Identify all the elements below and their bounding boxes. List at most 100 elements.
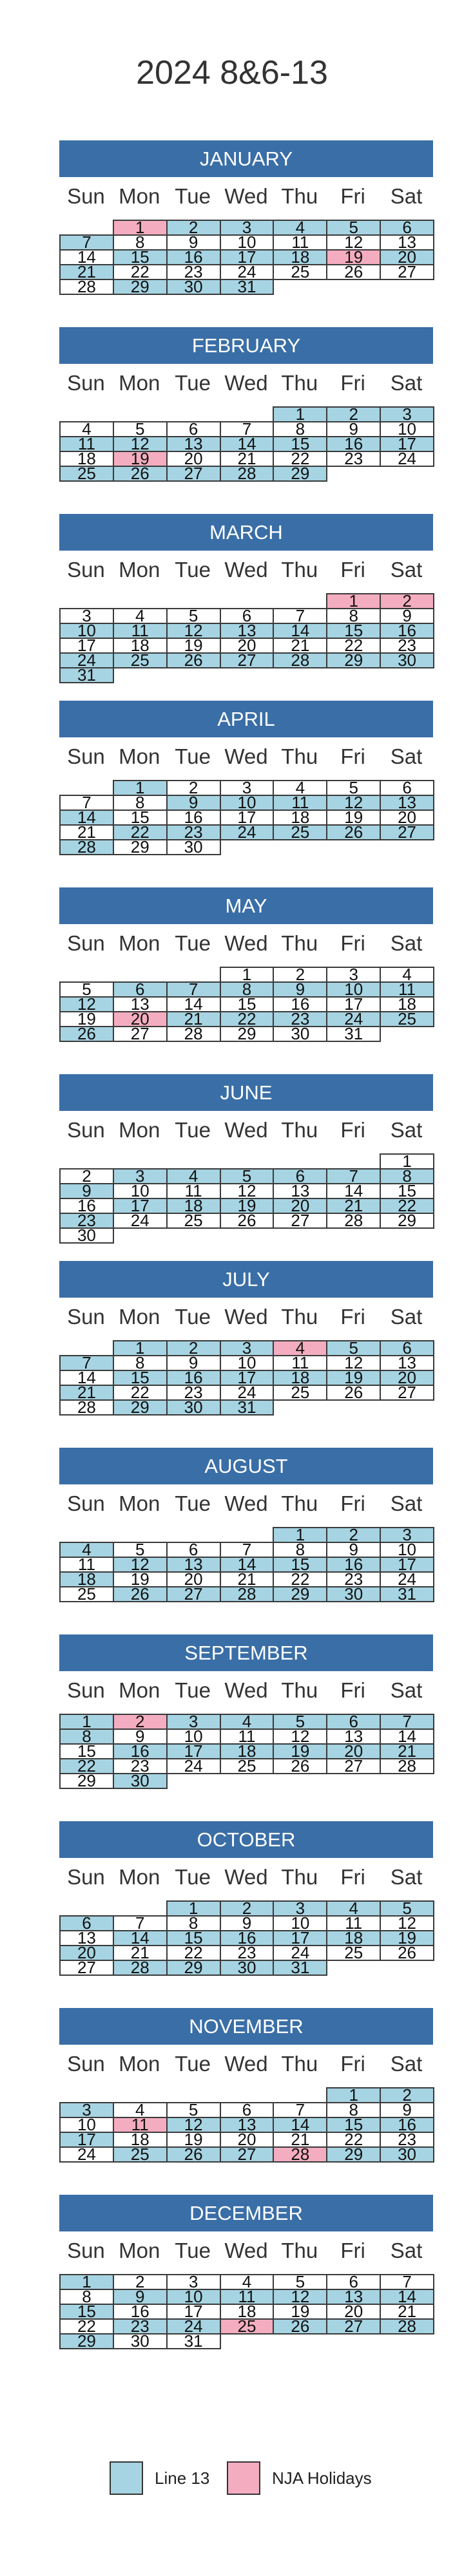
day-cell: 24 [219,1384,275,1401]
weekday-label: Sat [390,744,423,768]
weekday-label: Thu [281,1492,318,1515]
day-cell: 30 [166,278,221,295]
weekday-label: Tue [175,1678,211,1702]
weekday-label: Wed [224,2052,268,2076]
day-cell: 23 [326,450,382,467]
day-cell: 20 [219,637,275,654]
day-cell: 4 [273,219,328,236]
day-cell: 14 [166,996,221,1012]
weekday-label: Sat [390,1678,423,1702]
day-cell: 29 [326,2146,382,2163]
weekday-label: Wed [224,558,268,582]
weekday-label: Wed [224,371,268,395]
weekday-label: Sat [390,184,423,208]
month-march: MARCH Sun Mon Tue Wed Thu Fri Sat 1 2 3 4 5 6 7 8 9 10 11 1… [59,514,434,683]
day-cell: 22 [273,1571,328,1587]
weekday-label: Tue [175,931,211,955]
day-cell: 26 [166,2146,221,2163]
day-cell: 21 [219,1571,275,1587]
weekday-label: Wed [224,2239,268,2262]
day-cell: 17 [59,2131,114,2148]
day-cell: 25 [326,1944,382,1961]
day-cell: 8 [273,1541,328,1558]
weekday-label: Tue [175,558,211,582]
day-cell: 25 [219,1757,275,1774]
day-cell: 16 [112,1743,168,1759]
day-cell: 28 [273,2146,328,2163]
day-cell: 10 [166,2288,221,2305]
month-june: JUNE Sun Mon Tue Wed Thu Fri Sat 1 2 3 4 5 6 7 8 9 10 11 12… [59,1074,434,1244]
weekday-label: Fri [340,2052,365,2076]
day-cell: 9 [166,234,221,251]
day-cell: 26 [59,1025,114,1042]
weekday-label: Sun [67,1865,105,1889]
day-cell: 28 [380,2318,434,2334]
weekday-label: Mon [119,371,160,395]
day-cell: 5 [326,219,382,236]
day-cell: 27 [273,1212,328,1229]
day-cell: 17 [219,249,275,265]
day-cell: 28 [112,1959,168,1976]
day-cell: 19 [166,637,221,654]
day-cell: 11 [219,2288,275,2305]
month-september: SEPTEMBER Sun Mon Tue Wed Thu Fri Sat 1 2 3 4 5 6 7 8 9 1… [59,1634,434,1789]
weekday-label: Fri [340,1305,365,1329]
day-cell: 29 [166,1959,221,1976]
month-header: JULY [59,1261,433,1298]
day-cell: 5 [112,421,168,437]
day-cell: 27 [380,1384,434,1401]
day-cell: 12 [112,435,168,452]
day-cell: 30 [380,652,434,668]
weekday-label: Sun [67,371,105,395]
day-cell: 26 [326,263,382,280]
weekday-label: Tue [175,1305,211,1329]
day-cell: 1 [326,2087,382,2103]
day-cell: 18 [273,1369,328,1386]
weekday-label: Fri [340,744,365,768]
weekday-label: Sun [67,2052,105,2076]
month-header: AUGUST [59,1448,433,1484]
day-cell: 28 [59,838,114,855]
weekday-label: Fri [340,2239,365,2262]
day-cell: 20 [380,1369,434,1386]
day-cell: 29 [273,465,328,482]
day-cell: 24 [380,450,434,467]
day-cell: 15 [166,1929,221,1946]
legend-line13-swatch [110,2461,143,2495]
day-cell: 11 [59,435,114,452]
weekday-label: Tue [175,1865,211,1889]
day-cell: 26 [166,652,221,668]
day-cell: 28 [326,1212,382,1229]
weekday-label: Fri [340,931,365,955]
day-cell: 26 [112,465,168,482]
day-cell: 23 [112,1757,168,1774]
day-cell: 15 [273,1556,328,1573]
month-august: AUGUST Sun Mon Tue Wed Thu Fri Sat 1 2 3 4 5 6 7 8 9 10 11… [59,1448,434,1602]
weekday-label: Thu [281,371,318,395]
weekday-label: Sat [390,1865,423,1889]
month-header: SEPTEMBER [59,1634,433,1671]
weekday-row: Sun Mon Tue Wed Thu Fri Sat [59,1484,433,1523]
day-cell: 12 [166,2116,221,2133]
month-february: FEBRUARY Sun Mon Tue Wed Thu Fri Sat 1 2 3 4 5 6 7 8 9 10… [59,327,434,482]
day-cell: 1 [219,966,275,983]
day-cell: 16 [166,249,221,265]
month-january: JANUARY Sun Mon Tue Wed Thu Fri Sat 1 2 3 4 5 6 7 8 9 10 1… [59,140,434,295]
weekday-label: Sun [67,184,105,208]
day-cell: 4 [112,2101,168,2118]
day-cell: 2 [112,2273,168,2290]
day-cell: 21 [380,2303,434,2320]
day-cell: 23 [166,824,221,840]
day-cell: 28 [59,1399,114,1416]
day-cell: 11 [166,1182,221,1199]
day-cell: 30 [112,2333,168,2349]
weekday-label: Thu [281,1678,318,1702]
day-cell: 10 [219,234,275,251]
weekday-label: Sat [390,2239,423,2262]
day-cell: 5 [326,1340,382,1356]
weekday-label: Fri [340,184,365,208]
day-cell: 30 [166,838,221,855]
day-cell: 27 [219,2146,275,2163]
day-cell: 9 [166,1354,221,1371]
day-cell: 13 [219,2116,275,2133]
